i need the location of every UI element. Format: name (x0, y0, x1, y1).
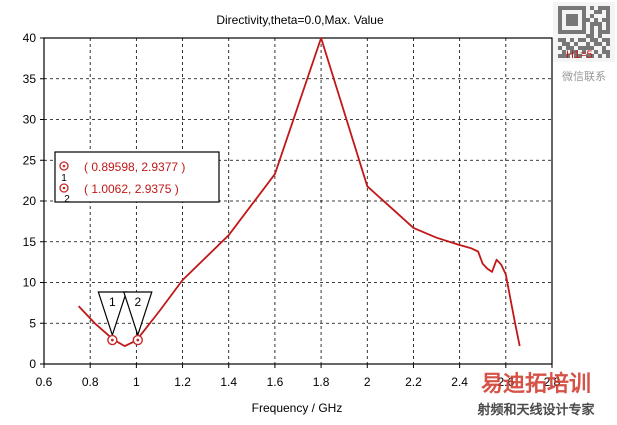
x-tick-label: 2.8 (544, 375, 561, 389)
qr-code-watermark: 微信联系 (553, 2, 615, 83)
y-tick-label: 0 (29, 357, 36, 371)
y-tick-label: 35 (23, 72, 37, 86)
marker-2-callout (122, 291, 153, 337)
y-tick-label: 5 (29, 316, 36, 330)
y-tick-label: 15 (23, 235, 37, 249)
x-tick-label: 2.6 (497, 375, 514, 389)
brand-name: 易迪拓培训 (481, 371, 591, 396)
y-tick-label: 40 (23, 31, 37, 45)
marker-1-legend-icon (59, 161, 69, 171)
h1-annotation: H1=5 (566, 49, 593, 61)
y-tick-labels: 0 5 10 15 20 25 30 35 40 (23, 31, 37, 371)
legend-entry-2: 2 ( 1.0062, 2.9375 ) (59, 182, 179, 205)
x-tick-label: 2.2 (405, 375, 422, 389)
x-tick-label: 1.2 (174, 375, 191, 389)
x-tick-label: 2.4 (451, 375, 468, 389)
marker-2-dot (136, 338, 140, 342)
y-tick-label: 25 (23, 153, 37, 167)
plot-frame (40, 37, 553, 368)
x-tick-label: 0.6 (36, 375, 53, 389)
legend-entry-2-id: 2 (64, 194, 70, 205)
x-tick-label: 0.8 (82, 375, 99, 389)
chart-title: Directivity,theta=0.0,Max. Value (216, 13, 384, 27)
y-tick-label: 20 (23, 194, 37, 208)
x-tick-label: 1 (133, 375, 140, 389)
legend-entry-1-text: ( 0.89598, 2.9377 ) (84, 160, 185, 174)
brand-watermark: 易迪拓培训 射频和天线设计专家 (476, 371, 595, 417)
marker-2-legend-icon (59, 183, 69, 193)
legend: 1 ( 0.89598, 2.9377 ) 2 ( 1.0062, 2.9375… (54, 151, 220, 205)
marker-1-dot (110, 338, 114, 342)
qr-code-icon (558, 6, 610, 58)
x-tick-labels: 0.6 0.8 1 1.2 1.4 1.6 1.8 2 2.2 2.4 2.6 2.8 (36, 375, 561, 389)
x-axis-label: Frequency / GHz (252, 401, 343, 415)
marker-1-label: 1 (109, 295, 116, 309)
qr-caption: 微信联系 (562, 69, 606, 83)
brand-tagline: 射频和天线设计专家 (476, 402, 595, 417)
marker-2: 2 (122, 291, 153, 346)
x-tick-label: 1.6 (267, 375, 284, 389)
legend-entry-1-id: 1 (61, 173, 67, 184)
marker-1-callout (97, 291, 128, 337)
marker-2-label: 2 (134, 295, 141, 309)
y-tick-label: 10 (23, 276, 37, 290)
y-tick-label: 30 (23, 113, 37, 127)
legend-entry-1: 1 ( 0.89598, 2.9377 ) (59, 160, 185, 184)
x-tick-label: 1.4 (220, 375, 237, 389)
legend-entry-2-text: ( 1.0062, 2.9375 ) (84, 182, 179, 196)
x-tick-label: 1.8 (313, 375, 330, 389)
x-tick-label: 2 (364, 375, 371, 389)
plot-border (43, 37, 553, 365)
marker-1: 1 (97, 291, 128, 346)
